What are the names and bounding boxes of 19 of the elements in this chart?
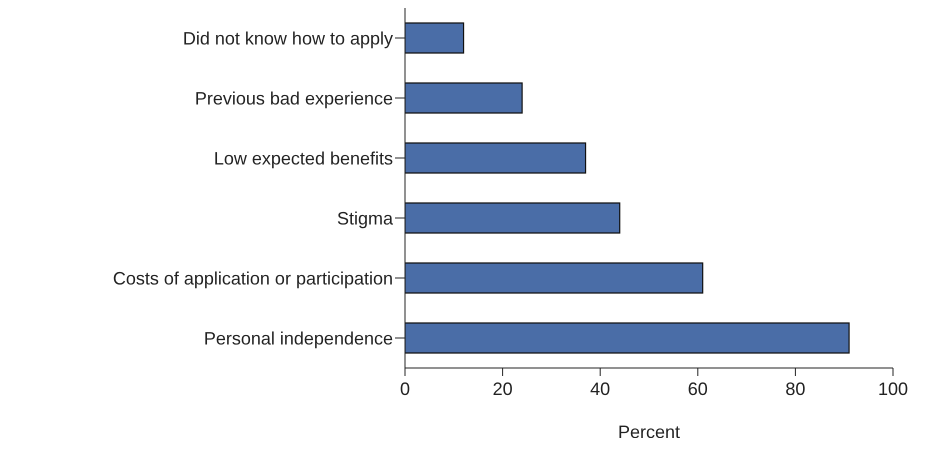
x-axis-title: Percent [618, 422, 680, 442]
x-tick-label: 60 [688, 378, 708, 399]
y-tick-label: Costs of application or participation [112, 268, 393, 288]
y-tick-label: Did not know how to apply [182, 28, 393, 48]
y-tick-label: Personal independence [204, 328, 393, 348]
y-tick-label: Previous bad experience [194, 88, 393, 108]
bar [405, 322, 850, 354]
x-tick-label: 0 [400, 378, 410, 399]
x-tick-label: 80 [785, 378, 806, 399]
x-tick-label: 40 [590, 378, 610, 399]
bar [405, 82, 523, 114]
bar [405, 142, 586, 174]
bar [405, 202, 620, 234]
bar [405, 22, 464, 54]
x-tick-label: 20 [492, 378, 513, 399]
x-tick-label: 100 [878, 378, 908, 399]
bar [405, 262, 704, 294]
y-tick-label: Low expected benefits [214, 148, 393, 168]
y-tick-label: Stigma [336, 208, 394, 228]
